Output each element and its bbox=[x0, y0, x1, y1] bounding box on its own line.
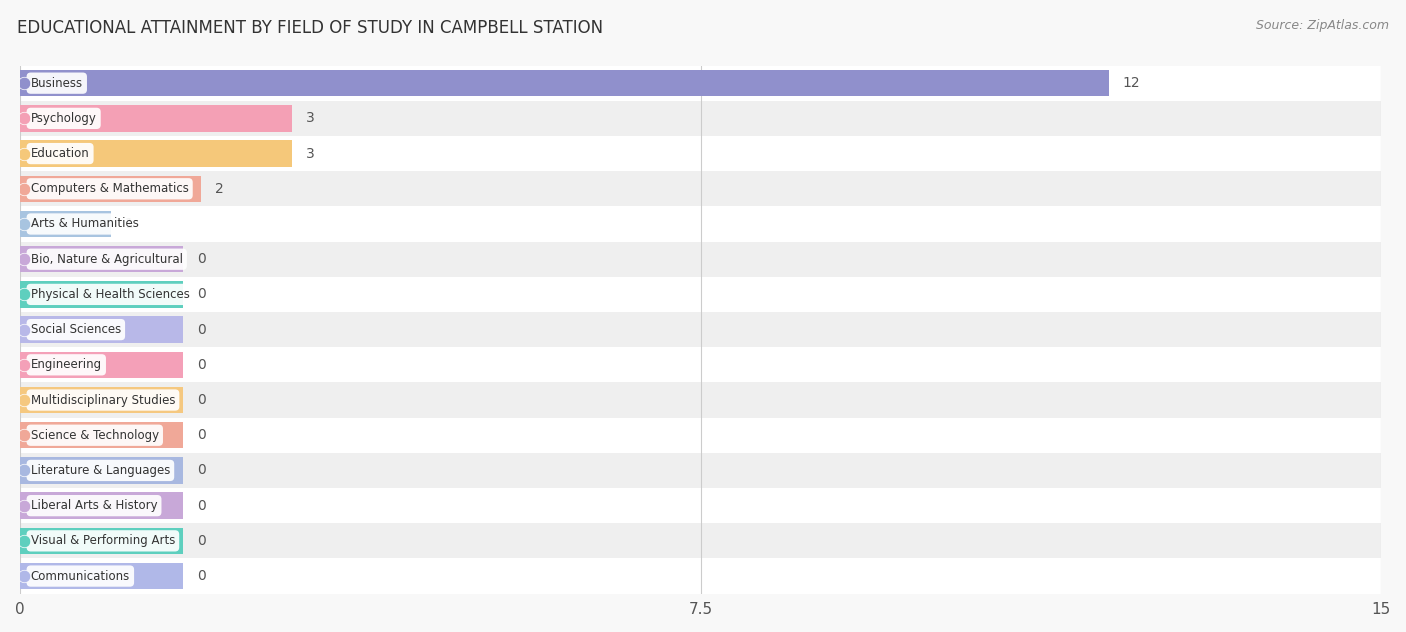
Bar bbox=[20, 207, 1381, 241]
Bar bbox=[20, 312, 1381, 347]
Text: 0: 0 bbox=[197, 534, 205, 548]
Bar bbox=[20, 387, 183, 413]
Text: 0: 0 bbox=[197, 322, 205, 337]
Text: 3: 3 bbox=[305, 111, 315, 125]
Text: Visual & Performing Arts: Visual & Performing Arts bbox=[31, 535, 176, 547]
Bar bbox=[20, 100, 1381, 136]
Bar bbox=[20, 140, 292, 167]
Bar bbox=[20, 488, 1381, 523]
Bar bbox=[20, 211, 111, 237]
Bar bbox=[20, 105, 292, 131]
Text: Social Sciences: Social Sciences bbox=[31, 323, 121, 336]
Text: 3: 3 bbox=[305, 147, 315, 161]
Text: Engineering: Engineering bbox=[31, 358, 101, 372]
Bar bbox=[20, 457, 183, 483]
Bar bbox=[20, 418, 1381, 453]
Text: 2: 2 bbox=[215, 182, 224, 196]
Text: Communications: Communications bbox=[31, 569, 129, 583]
Text: 1: 1 bbox=[124, 217, 134, 231]
Text: 0: 0 bbox=[197, 288, 205, 301]
Text: 0: 0 bbox=[197, 393, 205, 407]
Bar bbox=[20, 523, 1381, 559]
Bar bbox=[20, 70, 1109, 96]
Text: Computers & Mathematics: Computers & Mathematics bbox=[31, 182, 188, 195]
Bar bbox=[20, 528, 183, 554]
Text: 0: 0 bbox=[197, 428, 205, 442]
Bar bbox=[20, 351, 183, 378]
Bar bbox=[20, 246, 183, 272]
Text: Source: ZipAtlas.com: Source: ZipAtlas.com bbox=[1256, 19, 1389, 32]
Bar bbox=[20, 563, 183, 589]
Text: Multidisciplinary Studies: Multidisciplinary Studies bbox=[31, 394, 176, 406]
Bar bbox=[20, 317, 183, 343]
Bar bbox=[20, 382, 1381, 418]
Text: Literature & Languages: Literature & Languages bbox=[31, 464, 170, 477]
Bar bbox=[20, 492, 183, 519]
Text: Liberal Arts & History: Liberal Arts & History bbox=[31, 499, 157, 512]
Text: Education: Education bbox=[31, 147, 90, 160]
Text: Bio, Nature & Agricultural: Bio, Nature & Agricultural bbox=[31, 253, 183, 265]
Text: 0: 0 bbox=[197, 358, 205, 372]
Bar bbox=[20, 281, 183, 308]
Bar bbox=[20, 66, 1381, 100]
Text: Arts & Humanities: Arts & Humanities bbox=[31, 217, 139, 231]
Bar bbox=[20, 241, 1381, 277]
Bar bbox=[20, 453, 1381, 488]
Text: 12: 12 bbox=[1122, 76, 1140, 90]
Text: Physical & Health Sciences: Physical & Health Sciences bbox=[31, 288, 190, 301]
Bar bbox=[20, 171, 1381, 207]
Text: Psychology: Psychology bbox=[31, 112, 97, 125]
Bar bbox=[20, 176, 201, 202]
Bar bbox=[20, 422, 183, 449]
Text: Business: Business bbox=[31, 76, 83, 90]
Text: EDUCATIONAL ATTAINMENT BY FIELD OF STUDY IN CAMPBELL STATION: EDUCATIONAL ATTAINMENT BY FIELD OF STUDY… bbox=[17, 19, 603, 37]
Text: Science & Technology: Science & Technology bbox=[31, 428, 159, 442]
Bar bbox=[20, 136, 1381, 171]
Bar bbox=[20, 277, 1381, 312]
Text: 0: 0 bbox=[197, 569, 205, 583]
Bar bbox=[20, 347, 1381, 382]
Text: 0: 0 bbox=[197, 252, 205, 266]
Bar bbox=[20, 559, 1381, 593]
Text: 0: 0 bbox=[197, 463, 205, 477]
Text: 0: 0 bbox=[197, 499, 205, 513]
